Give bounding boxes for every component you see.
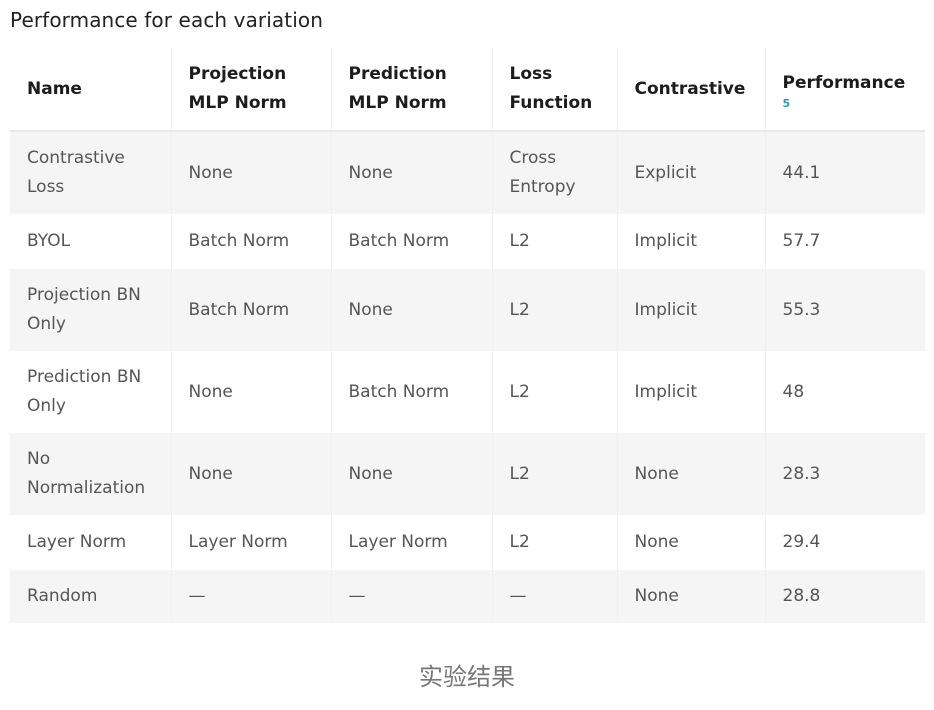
header-performance: Performance 5 xyxy=(765,48,925,132)
cell-loss: — xyxy=(492,570,618,623)
cell-projection: None xyxy=(171,351,332,433)
performance-table: Name Projection MLP Norm Prediction MLP … xyxy=(10,48,925,623)
cell-prediction: Batch Norm xyxy=(331,351,493,433)
table-row: Projection BN Only Batch Norm None L2 Im… xyxy=(10,269,925,351)
cell-prediction: Layer Norm xyxy=(331,515,493,570)
cell-contrastive: None xyxy=(617,570,766,623)
cell-prediction: None xyxy=(331,269,493,351)
cell-name: Projection BN Only xyxy=(10,269,172,351)
cell-projection: — xyxy=(171,570,332,623)
cell-prediction: None xyxy=(331,433,493,515)
table-row: Prediction BN Only None Batch Norm L2 Im… xyxy=(10,351,925,433)
cell-projection: Layer Norm xyxy=(171,515,332,570)
cell-prediction: Batch Norm xyxy=(331,214,493,269)
cell-contrastive: Implicit xyxy=(617,269,766,351)
cell-loss: L2 xyxy=(492,214,618,269)
header-row: Name Projection MLP Norm Prediction MLP … xyxy=(10,48,925,132)
cell-performance: 28.8 xyxy=(765,570,925,623)
cell-performance: 57.7 xyxy=(765,214,925,269)
cell-name: BYOL xyxy=(10,214,172,269)
cell-performance: 55.3 xyxy=(765,269,925,351)
header-projection-mlp-norm: Projection MLP Norm xyxy=(171,48,332,132)
cell-prediction: None xyxy=(331,131,493,214)
cell-projection: Batch Norm xyxy=(171,214,332,269)
cell-performance: 29.4 xyxy=(765,515,925,570)
table-row: Contrastive Loss None None Cross Entropy… xyxy=(10,131,925,214)
page-title: Performance for each variation xyxy=(10,8,323,32)
header-name: Name xyxy=(10,48,172,132)
cell-loss: L2 xyxy=(492,433,618,515)
cell-contrastive: Explicit xyxy=(617,131,766,214)
cell-name: Random xyxy=(10,570,172,623)
table-row: No Normalization None None L2 None 28.3 xyxy=(10,433,925,515)
table-row: BYOL Batch Norm Batch Norm L2 Implicit 5… xyxy=(10,214,925,269)
header-loss-function: Loss Function xyxy=(492,48,618,132)
cell-projection: None xyxy=(171,433,332,515)
cell-projection: Batch Norm xyxy=(171,269,332,351)
cell-name: No Normalization xyxy=(10,433,172,515)
cell-performance: 44.1 xyxy=(765,131,925,214)
cell-contrastive: None xyxy=(617,515,766,570)
performance-footnote-link[interactable]: 5 xyxy=(782,96,791,110)
cell-performance: 28.3 xyxy=(765,433,925,515)
table-row: Layer Norm Layer Norm Layer Norm L2 None… xyxy=(10,515,925,570)
cell-name: Prediction BN Only xyxy=(10,351,172,433)
cell-contrastive: Implicit xyxy=(617,351,766,433)
cell-contrastive: None xyxy=(617,433,766,515)
image-caption: 实验结果 xyxy=(419,663,515,691)
cell-loss: Cross Entropy xyxy=(492,131,618,214)
header-performance-label: Performance xyxy=(782,72,906,93)
cell-contrastive: Implicit xyxy=(617,214,766,269)
performance-table-container: Name Projection MLP Norm Prediction MLP … xyxy=(10,48,925,623)
header-prediction-mlp-norm: Prediction MLP Norm xyxy=(331,48,493,132)
cell-loss: L2 xyxy=(492,351,618,433)
cell-prediction: — xyxy=(331,570,493,623)
header-contrastive: Contrastive xyxy=(617,48,766,132)
table-body: Contrastive Loss None None Cross Entropy… xyxy=(10,131,925,623)
table-header: Name Projection MLP Norm Prediction MLP … xyxy=(10,48,925,132)
table-row: Random — — — None 28.8 xyxy=(10,570,925,623)
cell-loss: L2 xyxy=(492,269,618,351)
cell-performance: 48 xyxy=(765,351,925,433)
cell-projection: None xyxy=(171,131,332,214)
cell-name: Layer Norm xyxy=(10,515,172,570)
cell-loss: L2 xyxy=(492,515,618,570)
cell-name: Contrastive Loss xyxy=(10,131,172,214)
